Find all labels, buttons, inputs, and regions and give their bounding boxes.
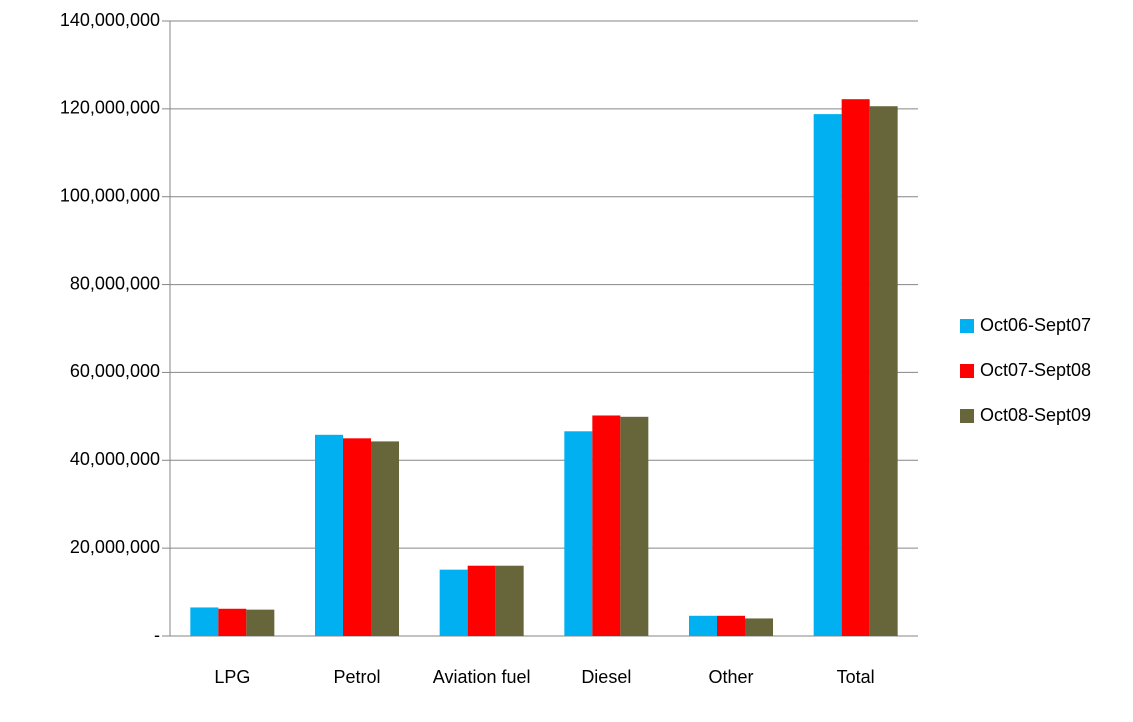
bar [620, 416, 649, 636]
legend-swatch [960, 409, 974, 423]
y-tick-label: 100,000,000 [60, 185, 160, 205]
bar [495, 565, 524, 636]
bar [813, 114, 842, 637]
x-tick-label: Total [836, 667, 875, 687]
bar [564, 431, 593, 636]
y-tick-label: 120,000,000 [60, 98, 160, 118]
legend-label: Oct06-Sept07 [980, 315, 1091, 335]
legend-swatch [960, 364, 974, 378]
x-tick-label: LPG [214, 667, 251, 687]
bar [689, 615, 717, 636]
bar [371, 441, 399, 636]
y-tick-label: - [154, 625, 160, 645]
legend-label: Oct08-Sept09 [980, 405, 1091, 425]
y-tick-label: 20,000,000 [70, 537, 160, 557]
bar [869, 106, 898, 636]
y-tick-label: 40,000,000 [70, 449, 160, 469]
legend-label: Oct07-Sept08 [980, 360, 1091, 380]
x-tick-label: Aviation fuel [432, 667, 531, 687]
bar [717, 615, 745, 636]
x-tick-label: Petrol [333, 667, 381, 687]
bar [439, 569, 468, 636]
bar [190, 607, 219, 636]
legend-swatch [960, 319, 974, 333]
bar [467, 565, 496, 636]
bar [246, 609, 275, 636]
y-tick-label: 60,000,000 [70, 361, 160, 381]
x-tick-label: Other [708, 667, 754, 687]
bar [745, 618, 773, 636]
bar [315, 434, 343, 636]
bar [592, 415, 621, 636]
bar [343, 438, 371, 636]
y-tick-label: 80,000,000 [70, 273, 160, 293]
x-tick-label: Diesel [581, 667, 632, 687]
y-tick-label: 140,000,000 [60, 10, 160, 30]
bar [218, 608, 247, 636]
bar [841, 99, 870, 636]
